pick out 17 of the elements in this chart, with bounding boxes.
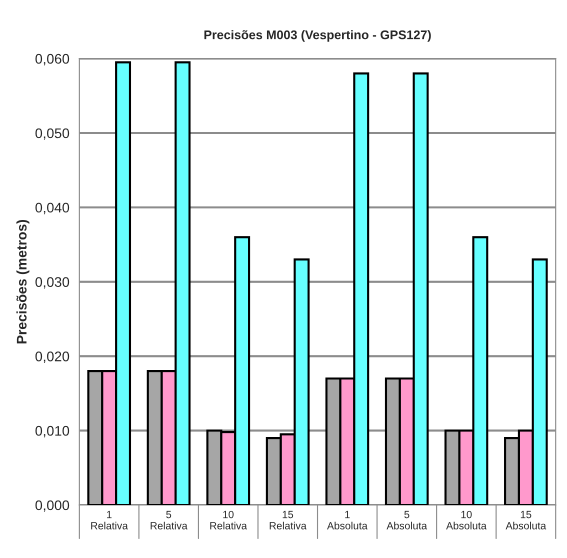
y-tick-label: 0,000 [35, 500, 70, 512]
y-tick-label: 0,010 [35, 426, 70, 438]
y-axis-title: Precisões (metros) [16, 220, 30, 344]
y-tick-label: 0,040 [35, 202, 70, 214]
x-tick-label: 10 Absoluta [446, 510, 487, 530]
x-tick-label: 5 Relativa [150, 510, 188, 530]
y-tick-label: 0,020 [35, 352, 70, 363]
x-tick-label: 15 Absoluta [506, 510, 546, 530]
y-tick-label: 0,030 [35, 277, 70, 289]
chart-title: Precisões M003 (Vespertino - GPS127) [204, 30, 431, 42]
y-tick-label: 0,050 [35, 128, 70, 140]
x-tick-label: 10 Relativa [210, 510, 248, 530]
x-tick-label: 1 Absoluta [327, 510, 368, 530]
x-tick-label: 15 Relativa [270, 510, 307, 530]
x-tick-label: 5 Absoluta [386, 510, 428, 530]
y-tick-label: 0,060 [35, 54, 70, 66]
x-tick-label: 1 Relativa [91, 510, 128, 530]
